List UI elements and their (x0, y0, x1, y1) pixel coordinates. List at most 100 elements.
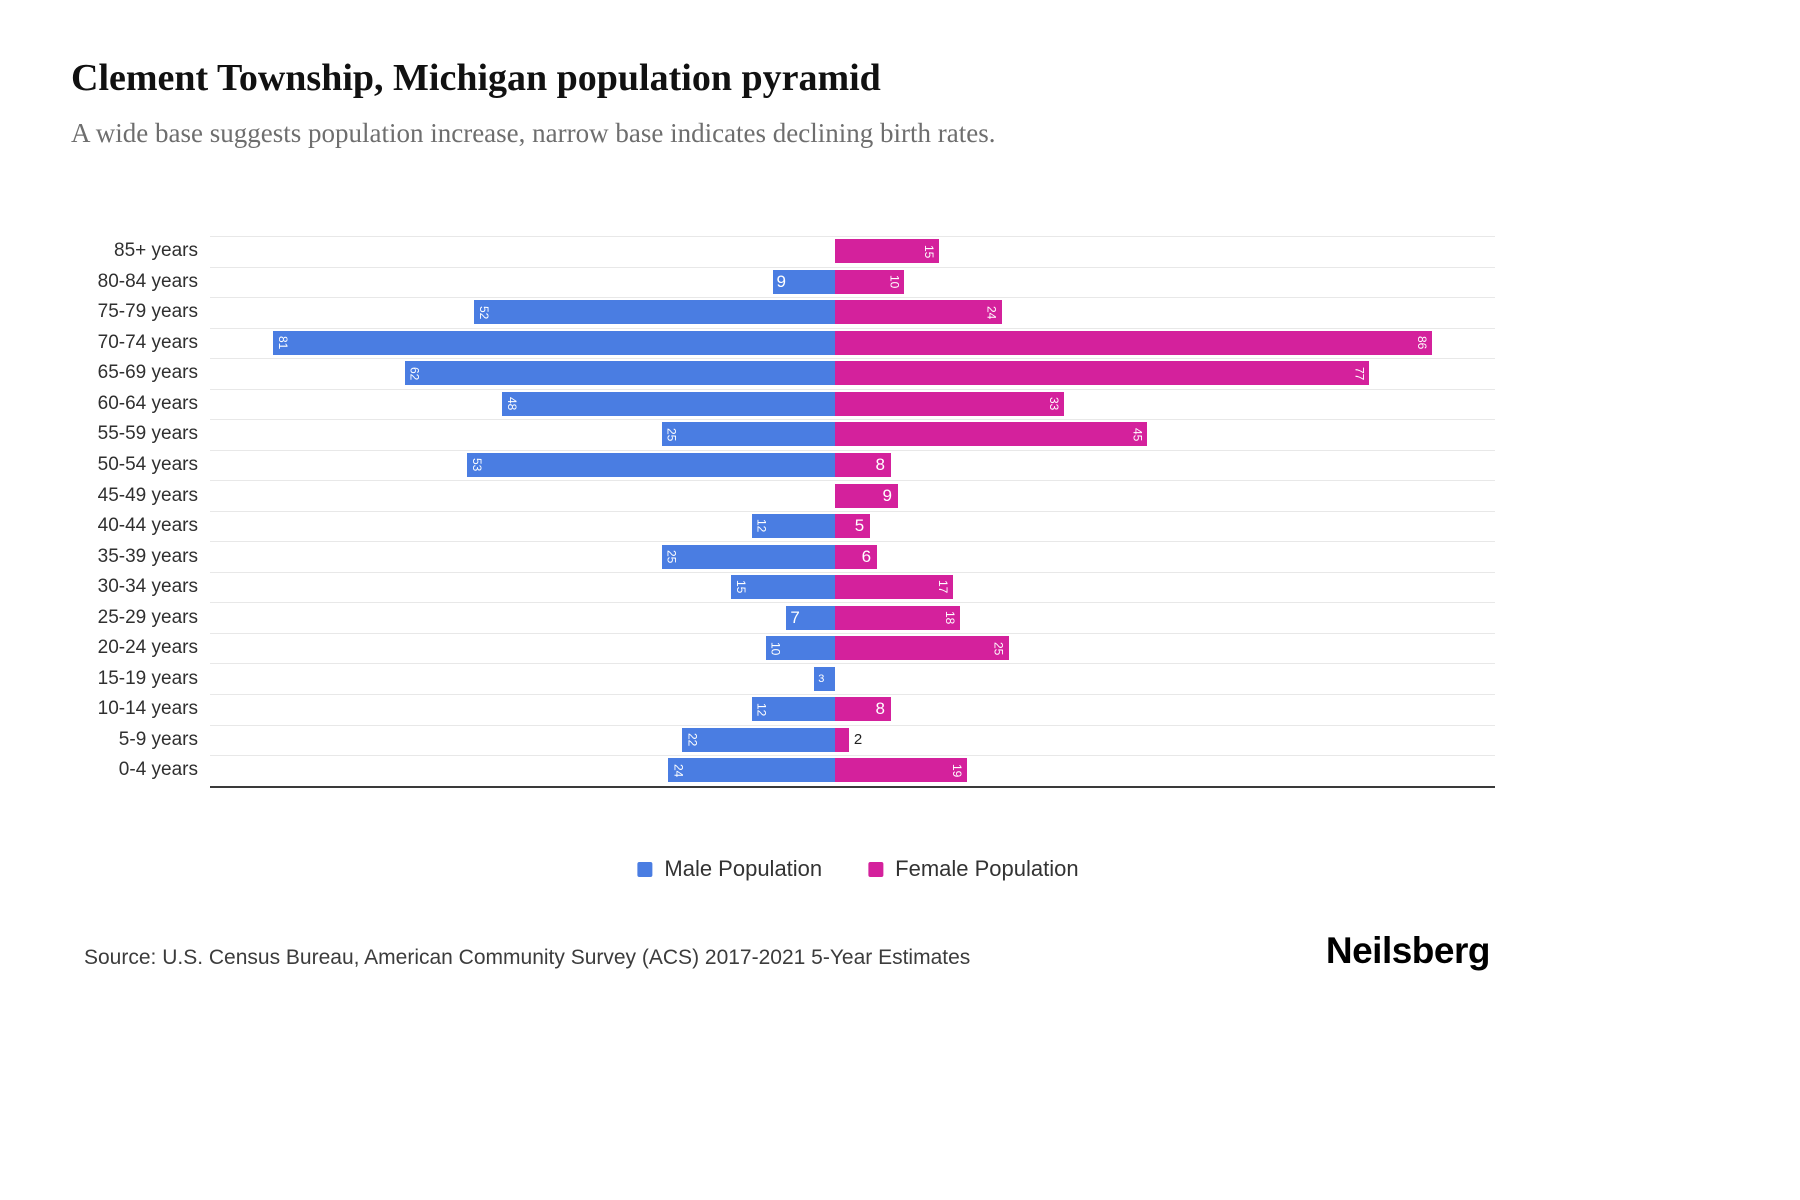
bar-value-label: 5 (854, 516, 865, 535)
bar-value-label: 33 (1047, 397, 1061, 411)
gridline (210, 358, 1495, 360)
male-bar (661, 544, 835, 569)
gridline (210, 480, 1495, 482)
female-bar (835, 727, 849, 752)
gridline (210, 266, 1495, 268)
gridline (210, 571, 1495, 573)
category-label: 15-19 years (97, 667, 198, 689)
female-bar (835, 483, 898, 508)
male-bar (772, 269, 835, 294)
category-label: 75-79 years (97, 301, 198, 323)
gridline (210, 388, 1495, 390)
female-bar (835, 422, 1148, 447)
bar-value-label: 3 (818, 672, 825, 685)
bar-value-label: 24 (671, 763, 686, 777)
gridline (210, 510, 1495, 512)
female-bar (835, 391, 1064, 416)
bar-value-label: 86 (1414, 336, 1429, 350)
bar-value-label: 24 (984, 305, 999, 319)
bar-value-label: 53 (470, 458, 485, 472)
bar-value-label: 17 (936, 580, 950, 594)
bar-value-label: 8 (875, 699, 885, 719)
category-label: 55-59 years (97, 423, 198, 445)
bar-value-label: 9 (882, 485, 892, 505)
legend-item-male[interactable]: Male Population (637, 856, 822, 882)
category-label: 60-64 years (97, 392, 198, 414)
gridline (210, 419, 1495, 421)
bar-value-label: 7 (790, 607, 800, 627)
page-title: Clement Township, Michigan population py… (71, 57, 881, 99)
bar-value-label: 45 (1130, 427, 1145, 442)
female-bar (835, 605, 960, 630)
category-label: 85+ years (114, 240, 198, 262)
chart-legend: Male Population Female Population (637, 856, 1079, 882)
category-label: 40-44 years (97, 515, 198, 536)
female-bar (835, 544, 877, 569)
bar-value-label: 10 (887, 275, 902, 289)
gridline (210, 602, 1495, 604)
female-bar (835, 514, 870, 538)
neilsberg-logo: Neilsberg (1325, 930, 1491, 971)
female-bar (835, 300, 1002, 325)
bar-value-label: 15 (922, 244, 937, 258)
female-bar (835, 758, 967, 783)
bar-value-label: 12 (754, 519, 769, 533)
male-bar (661, 422, 835, 447)
category-label: 50-54 years (97, 454, 198, 475)
bar-value-label: 62 (407, 366, 422, 381)
male-bar (751, 514, 835, 538)
category-label: 35-39 years (97, 545, 198, 567)
female-bar (835, 239, 940, 264)
gridline (210, 297, 1495, 299)
bar-value-label: 6 (861, 546, 872, 566)
female-bar (835, 697, 891, 722)
female-bar (835, 575, 953, 600)
male-bar (467, 453, 835, 477)
category-label: 45-49 years (97, 484, 198, 506)
bar-value-label: 10 (768, 641, 783, 655)
bar-value-label: 25 (664, 549, 679, 564)
category-label: 30-34 years (97, 576, 198, 598)
male-bar (765, 636, 835, 661)
category-label: 80-84 years (97, 270, 198, 292)
category-label: 20-24 years (97, 637, 198, 659)
legend-label-female: Female Population (895, 856, 1079, 881)
male-bar (682, 727, 835, 752)
category-label: 5-9 years (118, 728, 198, 750)
male-swatch-icon (637, 861, 653, 877)
gridline (210, 327, 1495, 329)
male-bar (501, 391, 835, 416)
source-note: Source: U.S. Census Bureau, American Com… (84, 946, 971, 969)
male-bar (730, 575, 835, 600)
category-label: 0-4 years (118, 759, 198, 781)
gridline (210, 724, 1495, 726)
gridline (210, 755, 1495, 756)
gridline (210, 632, 1495, 634)
gridline (210, 663, 1495, 665)
male-bar (751, 697, 835, 722)
bar-value-label: 15 (733, 580, 748, 594)
female-bar (835, 636, 1009, 661)
gridline (210, 236, 1495, 237)
bar-value-label: 52 (477, 305, 492, 319)
male-bar (668, 758, 835, 783)
bar-value-label: 77 (1352, 366, 1367, 381)
female-bar (835, 269, 905, 294)
category-label: 10-14 years (97, 698, 198, 720)
legend-item-female[interactable]: Female Population (868, 856, 1079, 882)
x-axis-line (210, 785, 1495, 788)
bar-value-label: 8 (875, 455, 885, 474)
bar-value-label: 12 (754, 702, 769, 716)
category-label: 25-29 years (97, 606, 198, 628)
gridline (210, 694, 1495, 695)
category-label: 65-69 years (97, 362, 198, 384)
bar-value-label: 25 (664, 427, 679, 442)
bar-value-label: 2 (853, 731, 863, 749)
bar-value-label: 81 (275, 336, 290, 350)
legend-label-male: Male Population (664, 856, 823, 881)
bar-value-label: 18 (942, 610, 957, 625)
female-bar (835, 453, 891, 477)
female-bar (835, 361, 1370, 386)
male-bar (404, 361, 835, 386)
